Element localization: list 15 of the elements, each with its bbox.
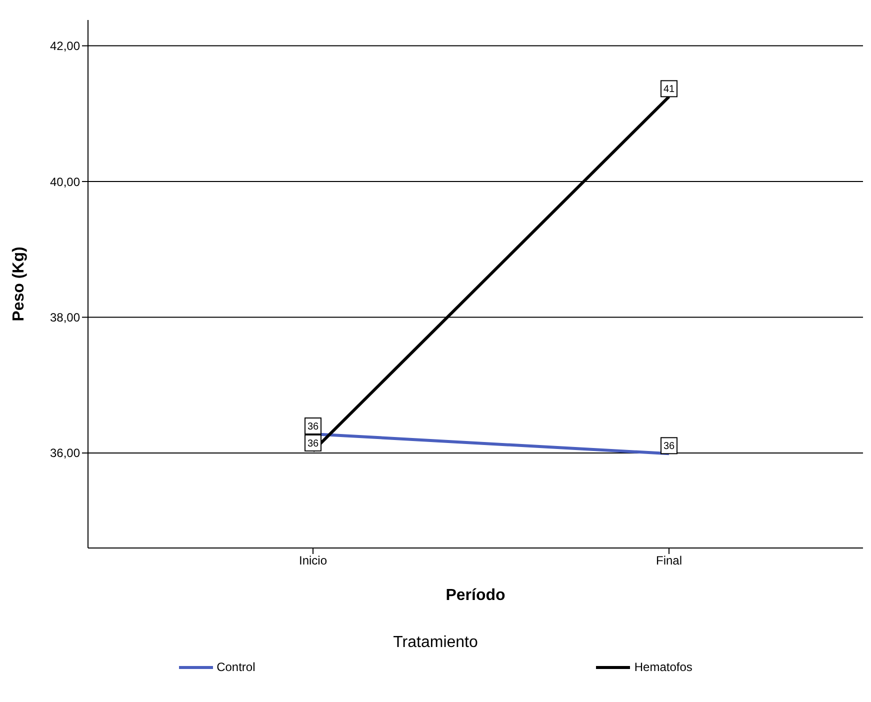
legend-label: Control bbox=[216, 660, 256, 674]
data-label: 36 bbox=[307, 438, 319, 450]
y-axis-title: Peso (Kg) bbox=[10, 246, 28, 322]
legend-label: Hematofos bbox=[633, 660, 692, 674]
x-tick-label: Final bbox=[656, 554, 682, 568]
legend-title: Tratamiento bbox=[392, 634, 479, 652]
data-label: 36 bbox=[663, 441, 675, 452]
data-label: 36 bbox=[307, 421, 319, 432]
y-tick-label: 42,00 bbox=[50, 39, 80, 54]
x-axis-title: Período bbox=[446, 587, 506, 604]
y-tick-label: 40,00 bbox=[50, 174, 80, 189]
y-tick-label: 36,00 bbox=[50, 446, 80, 460]
data-label: 41 bbox=[663, 84, 675, 96]
y-tick-label: 38,00 bbox=[50, 310, 80, 325]
x-tick-label: Inicio bbox=[298, 554, 328, 568]
